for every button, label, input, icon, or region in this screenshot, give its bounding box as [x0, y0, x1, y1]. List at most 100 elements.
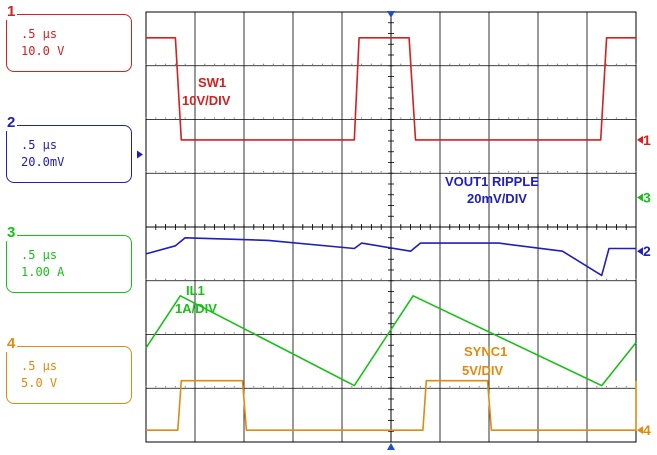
grid-minor-dot — [312, 171, 314, 173]
grid-minor-dot — [468, 278, 470, 280]
grid-minor-dot — [204, 332, 206, 334]
grid-minor-dot — [596, 63, 598, 65]
grid-minor-dot — [439, 171, 441, 173]
channel-2-number: 2 — [5, 114, 18, 131]
grid-minor-dot — [547, 117, 549, 119]
grid-minor-dot — [459, 332, 461, 334]
grid-minor-dot — [429, 117, 431, 119]
grid-minor-dot — [351, 386, 353, 388]
grid-minor-dot — [194, 278, 196, 280]
channel-2-volt-div: 20.0mV — [21, 155, 65, 169]
grid-minor-dot — [625, 63, 627, 65]
grid-minor-dot — [341, 386, 343, 388]
grid-minor-dot — [351, 332, 353, 334]
grid-minor-dot — [223, 386, 225, 388]
grid-minor-dot — [214, 386, 216, 388]
grid-minor-dot — [478, 171, 480, 173]
grid-minor-dot — [576, 332, 578, 334]
grid-minor-dot — [292, 63, 294, 65]
trigger-time-marker-bottom — [387, 443, 395, 450]
grid-minor-dot — [370, 171, 372, 173]
grid-minor-dot — [547, 332, 549, 334]
grid-minor-dot — [527, 386, 529, 388]
sync1-label: SYNC1 — [464, 344, 507, 359]
grid-minor-dot — [223, 117, 225, 119]
grid-minor-dot — [351, 278, 353, 280]
grid-minor-dot — [214, 278, 216, 280]
grid-minor-dot — [615, 117, 617, 119]
grid-minor-dot — [557, 63, 559, 65]
grid-minor-dot — [606, 278, 608, 280]
grid-minor-dot — [615, 63, 617, 65]
grid-minor-dot — [547, 386, 549, 388]
grid-minor-dot — [361, 332, 363, 334]
grid-minor-dot — [214, 171, 216, 173]
grid-minor-dot — [233, 63, 235, 65]
grid-minor-dot — [145, 332, 147, 334]
grid-minor-dot — [263, 332, 265, 334]
grid-minor-dot — [498, 63, 500, 65]
grid-minor-dot — [498, 332, 500, 334]
grid-minor-dot — [184, 332, 186, 334]
grid-minor-dot — [331, 171, 333, 173]
grid-minor-dot — [468, 332, 470, 334]
grid-minor-dot — [331, 332, 333, 334]
grid-minor-dot — [165, 278, 167, 280]
grid-minor-dot — [243, 332, 245, 334]
grid-minor-dot — [272, 386, 274, 388]
grid-minor-dot — [272, 332, 274, 334]
grid-minor-dot — [459, 278, 461, 280]
grid-minor-dot — [429, 171, 431, 173]
grid-minor-dot — [174, 63, 176, 65]
grid-minor-dot — [243, 117, 245, 119]
grid-minor-dot — [155, 278, 157, 280]
grid-minor-dot — [498, 171, 500, 173]
grid-minor-dot — [566, 332, 568, 334]
grid-minor-dot — [635, 63, 637, 65]
vout1-ripple-label: VOUT1 RIPPLE — [445, 174, 539, 189]
grid-minor-dot — [321, 171, 323, 173]
grid-minor-dot — [302, 117, 304, 119]
grid-minor-dot — [361, 117, 363, 119]
grid-minor-dot — [331, 117, 333, 119]
grid-minor-dot — [517, 278, 519, 280]
grid-minor-dot — [204, 63, 206, 65]
channel-1-number: 1 — [5, 3, 18, 20]
grid-minor-dot — [361, 171, 363, 173]
grid-minor-dot — [321, 386, 323, 388]
grid-minor-dot — [243, 278, 245, 280]
grid-minor-dot — [155, 63, 157, 65]
grid-minor-dot — [478, 278, 480, 280]
grid-minor-dot — [527, 63, 529, 65]
grid-minor-dot — [223, 63, 225, 65]
grid-minor-dot — [312, 278, 314, 280]
channel-4-ground-marker — [637, 426, 643, 435]
grid-minor-dot — [184, 386, 186, 388]
grid-minor-dot — [165, 117, 167, 119]
grid-minor-dot — [174, 171, 176, 173]
grid-minor-dot — [517, 171, 519, 173]
grid-minor-dot — [184, 117, 186, 119]
channel-1-panel: 1 .5 µs 10.0 V — [5, 3, 132, 72]
grid-minor-dot — [488, 278, 490, 280]
grid-minor-dot — [625, 332, 627, 334]
grid-minor-dot — [272, 63, 274, 65]
grid-minor-dot — [410, 386, 412, 388]
sync1-scale-label: 5V/DIV — [462, 363, 504, 378]
grid-minor-dot — [243, 171, 245, 173]
grid-minor-dot — [517, 63, 519, 65]
trace-vout1-ripple — [145, 237, 636, 277]
grid-minor-dot — [233, 386, 235, 388]
grid-minor-dot — [606, 171, 608, 173]
grid-minor-dot — [449, 117, 451, 119]
grid-minor-dot — [165, 63, 167, 65]
grid-minor-dot — [498, 117, 500, 119]
grid-minor-dot — [292, 171, 294, 173]
grid-minor-dot — [635, 278, 637, 280]
grid-minor-dot — [253, 386, 255, 388]
grid-minor-dot — [488, 171, 490, 173]
grid-minor-dot — [263, 63, 265, 65]
grid-minor-dot — [155, 117, 157, 119]
grid-minor-dot — [370, 117, 372, 119]
